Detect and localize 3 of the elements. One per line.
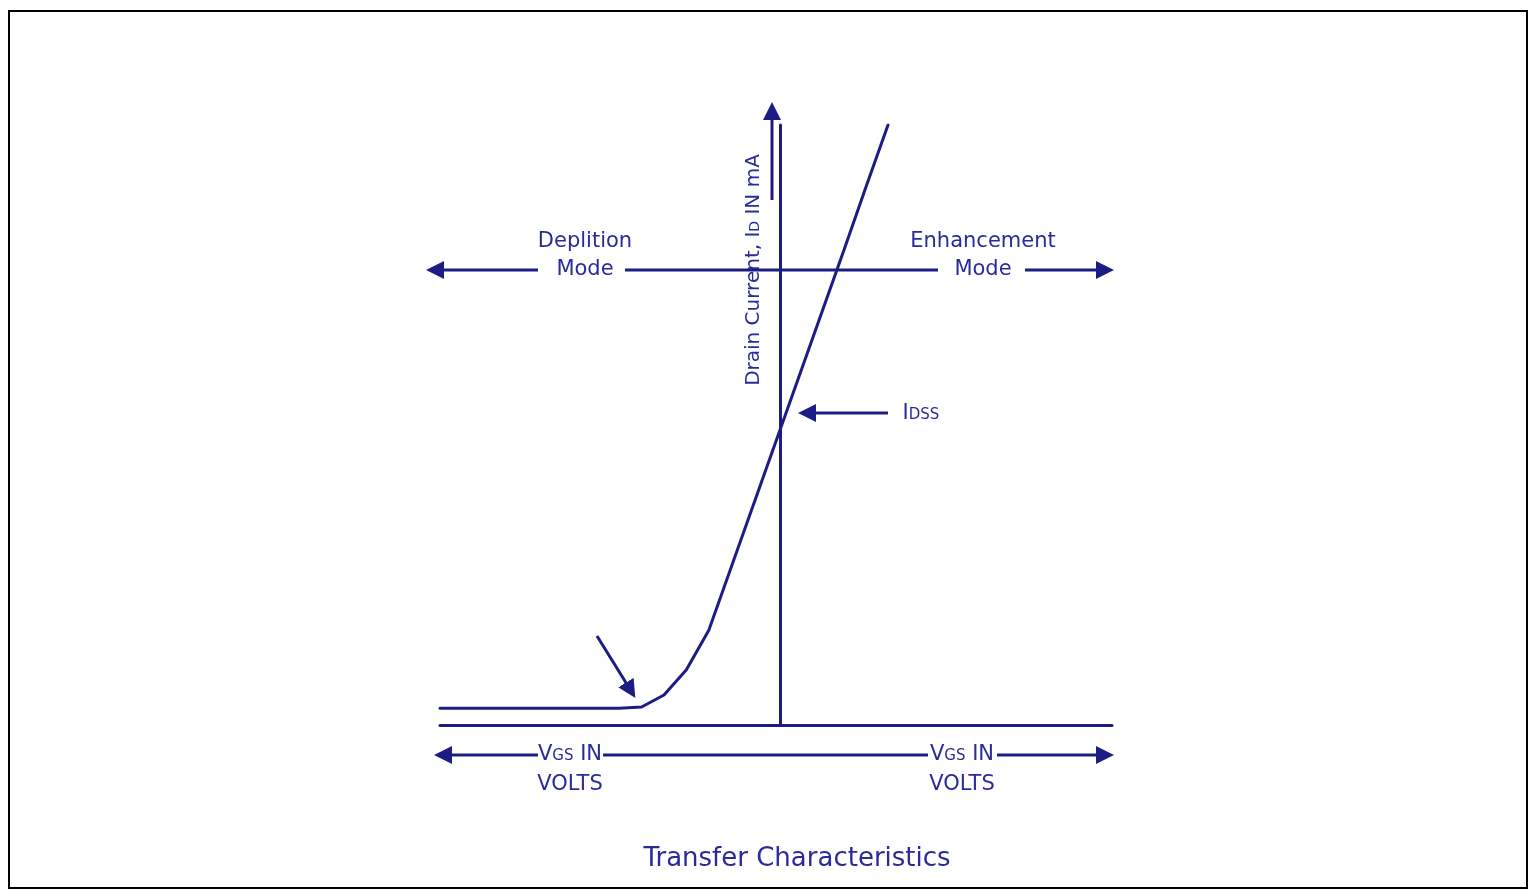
text: Transfer Characteristics [643,842,951,872]
annotation: Deplition Mode [536,227,634,282]
annotation: Enhancement Mode [909,227,1057,282]
